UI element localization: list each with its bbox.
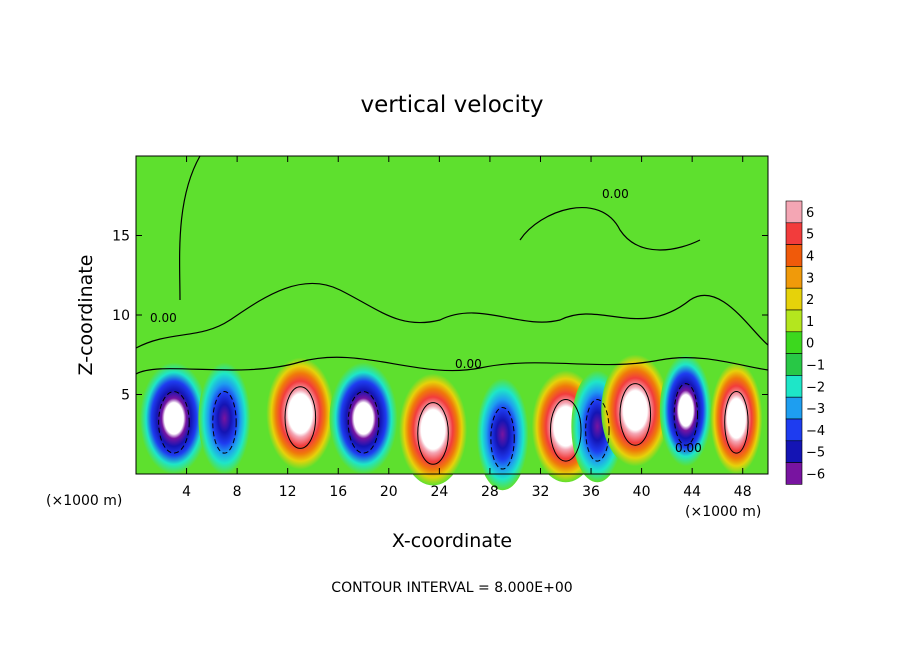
plot-area: 0.00 0.00 0.00 0.00 (135, 155, 769, 491)
updraft-cell (266, 357, 335, 470)
contour-core (212, 391, 237, 454)
chart-title: vertical velocity (361, 92, 544, 118)
contour-core (585, 399, 610, 462)
x-tick-label: 28 (481, 484, 499, 500)
colorbar-tick-label: −5 (806, 446, 825, 461)
contour-core (284, 386, 317, 449)
colorbar-tick-label: 2 (806, 293, 814, 308)
downdraft-cell (476, 378, 529, 491)
colorbar-swatch (785, 309, 803, 333)
colorbar-swatch (785, 266, 803, 289)
colorbar-swatch (785, 222, 803, 245)
colorbar: 6 5 4 3 2 1 0 −1 −2 −3 −4 −5 −6 (785, 200, 825, 485)
colorbar-tick-label: −6 (806, 468, 825, 483)
x-unit-label: (×1000 m) (46, 493, 122, 509)
colorbar-tick-label: −4 (806, 424, 825, 439)
colorbar-swatch (785, 331, 803, 354)
downdraft-cell (659, 354, 712, 467)
y-unit-label: (×1000 m) (685, 504, 761, 520)
zero-contour-line (519, 207, 701, 251)
colorbar-tick-label: 0 (806, 337, 814, 352)
x-tick-label: 20 (380, 484, 398, 500)
y-tick-label: 15 (112, 229, 130, 245)
colorbar-swatch (785, 462, 803, 485)
x-tick-label: 8 (233, 484, 242, 500)
zero-contour-line (135, 282, 769, 349)
contour-label: 0.00 (602, 187, 629, 201)
contour-lines: 0.00 0.00 0.00 0.00 (135, 155, 769, 470)
updraft-cell (399, 373, 468, 486)
downdraft-cell (329, 362, 398, 475)
colorbar-swatch (785, 375, 803, 398)
y-axis-label: Z-coordinate (75, 255, 97, 376)
colorbar-swatch (785, 418, 803, 442)
contour-core (673, 383, 699, 446)
contour-core (619, 383, 652, 446)
colorbar-tick-label: −1 (806, 359, 825, 374)
contour-core (549, 399, 582, 462)
x-tick-label: 40 (633, 484, 651, 500)
x-tick-label: 16 (329, 484, 347, 500)
contour-label: 0.00 (455, 357, 482, 371)
x-tick-label: 44 (683, 484, 701, 500)
colorbar-swatch (785, 244, 803, 267)
zero-contour-line (178, 155, 201, 301)
updraft-cell (710, 362, 763, 475)
velocity-field (139, 354, 763, 491)
downdraft-cell (139, 362, 208, 475)
colorbar-tick-label: 4 (806, 250, 814, 265)
colorbar-tick-label: 6 (806, 206, 814, 221)
colorbar-tick-label: 5 (806, 228, 814, 243)
contour-core (490, 406, 515, 470)
x-tick-label: 4 (182, 484, 191, 500)
x-tick-label: 36 (582, 484, 600, 500)
contour-core (158, 391, 190, 454)
colorbar-swatch (785, 200, 803, 224)
colorbar-swatch (785, 353, 803, 376)
colorbar-tick-label: 1 (806, 315, 814, 330)
updraft-cell (601, 354, 670, 467)
contour-core (417, 402, 449, 465)
x-tick-label: 32 (532, 484, 550, 500)
colorbar-tick-label: −2 (806, 380, 825, 395)
contour-label: 0.00 (675, 441, 702, 455)
y-axis-ticks: 5 10 15 (112, 229, 768, 404)
x-axis-ticks: 4 8 12 16 20 24 28 32 36 40 44 48 (182, 156, 752, 500)
contour-label: 0.00 (150, 311, 177, 325)
contour-core (347, 391, 380, 454)
x-tick-label: 48 (734, 484, 752, 500)
contour-core (724, 391, 749, 454)
colorbar-swatch (785, 396, 803, 420)
x-tick-label: 24 (430, 484, 448, 500)
contour-interval-note: CONTOUR INTERVAL = 8.000E+00 (331, 580, 572, 596)
colorbar-swatch (785, 440, 803, 463)
y-tick-label: 10 (112, 308, 130, 324)
y-tick-label: 5 (121, 388, 130, 404)
x-axis-label: X-coordinate (392, 530, 512, 552)
zero-contour-line (135, 356, 769, 375)
colorbar-tick-label: 3 (806, 271, 814, 286)
x-tick-label: 12 (279, 484, 297, 500)
colorbar-swatch (785, 287, 803, 311)
downdraft-cell (198, 362, 251, 475)
colorbar-tick-label: −3 (806, 402, 825, 417)
